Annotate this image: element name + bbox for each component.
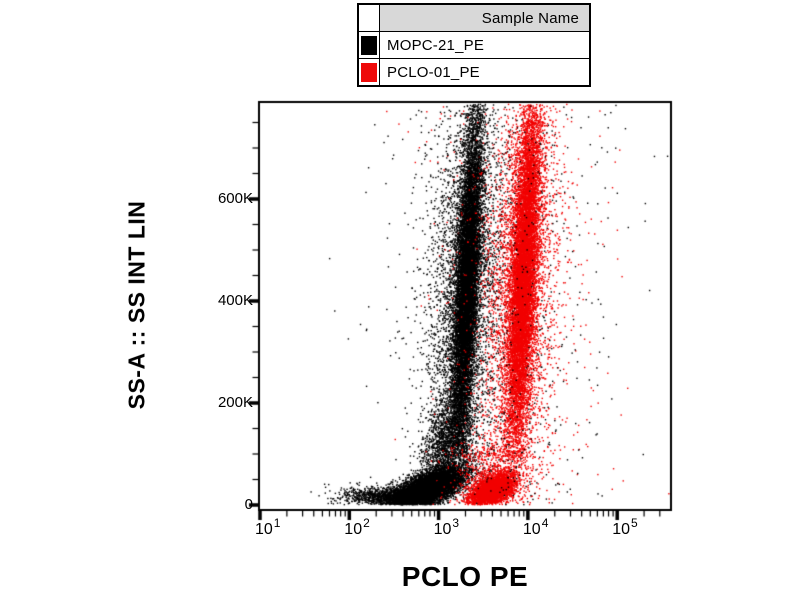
legend-header-row: Sample Name xyxy=(359,5,589,31)
black-color-swatch-icon xyxy=(361,35,377,55)
x-tick-label: 101 xyxy=(255,516,281,538)
y-tick-label: 400K xyxy=(217,292,253,309)
legend-swatch-cell xyxy=(359,32,380,58)
y-axis-title: SS-A :: SS INT LIN xyxy=(123,200,150,410)
x-axis-title: PCLO PE xyxy=(401,561,529,592)
legend-row-pclo01: PCLO-01_PE xyxy=(359,58,589,85)
x-tick-label: 104 xyxy=(522,516,549,538)
x-tick-label: 105 xyxy=(612,516,638,538)
legend-row-mopc21: MOPC-21_PE xyxy=(359,31,589,58)
legend-sample-label: PCLO-01_PE xyxy=(387,63,480,81)
legend-header-swatch-cell xyxy=(359,5,380,31)
legend-sample-label: MOPC-21_PE xyxy=(387,36,485,54)
legend-swatch-cell xyxy=(359,59,380,85)
x-tick-label: 103 xyxy=(433,516,460,538)
legend-table: Sample Name MOPC-21_PE PCLO-01_PE xyxy=(357,3,591,87)
y-tick-label: 200K xyxy=(217,394,253,411)
y-tick-label: 0 xyxy=(244,496,253,513)
x-tick-label: 102 xyxy=(344,516,370,538)
y-tick-label: 600K xyxy=(217,190,253,207)
legend-header-label: Sample Name xyxy=(380,5,589,31)
red-color-swatch-icon xyxy=(361,62,377,82)
